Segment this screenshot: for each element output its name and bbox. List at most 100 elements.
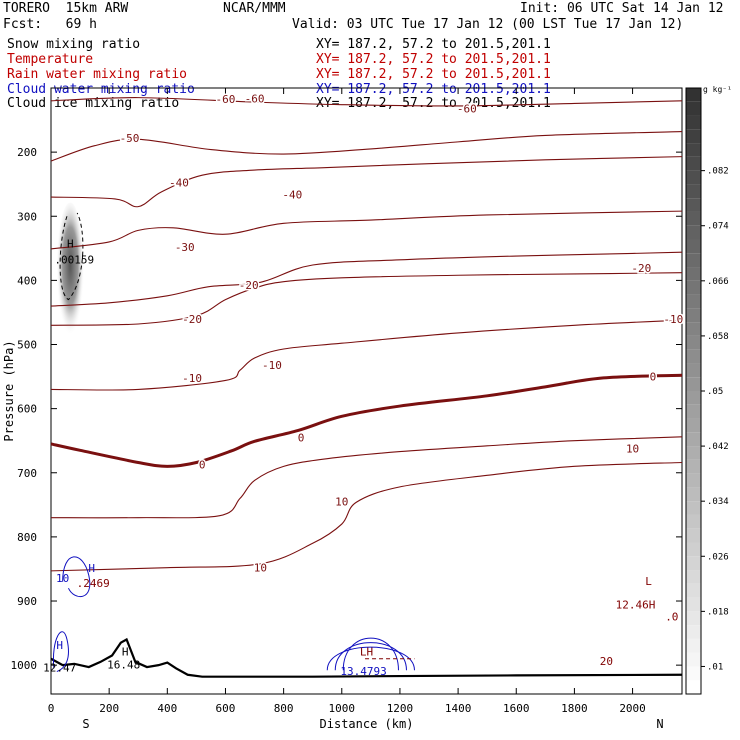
colorbar-band — [686, 335, 701, 350]
colorbar-band — [686, 583, 701, 598]
colorbar-tick-label: .05 — [707, 387, 723, 397]
colorbar-band — [686, 308, 701, 323]
endpoint-left: S — [82, 717, 89, 731]
terrain-line — [50, 637, 683, 678]
colorbar-band — [686, 101, 701, 116]
isotherm-line — [50, 210, 683, 250]
xy-temperature: XY= 187.2, 57.2 to 201.5,201.1 — [316, 52, 551, 67]
cloud-water-contour — [326, 646, 415, 671]
colorbar-band — [686, 597, 701, 612]
colorbar-band — [686, 418, 701, 433]
x-axis-title: Distance (km) — [320, 717, 414, 731]
colorbar-tick-label: .058 — [707, 332, 729, 342]
colorbar-band — [686, 143, 701, 157]
contour-annotation: 12.47 — [43, 662, 76, 675]
y-tick-label: 200 — [17, 146, 37, 159]
y-tick-label: 300 — [17, 210, 37, 223]
colorbar-band — [686, 349, 701, 364]
ice-max-value: .00159 — [54, 254, 94, 267]
valid-time: Valid: 03 UTC Tue 17 Jan 12 (00 LST Tue … — [292, 17, 684, 32]
colorbar-band — [686, 391, 701, 405]
cloud-water-contour — [62, 556, 91, 598]
isotherm-label: -60 — [245, 92, 265, 105]
colorbar-tick-label: .01 — [707, 662, 723, 672]
y-axis-title: Pressure (hPa) — [2, 340, 16, 441]
isotherm-line — [50, 272, 683, 326]
colorbar-band — [686, 253, 701, 268]
colorbar-tick-label: .018 — [707, 607, 729, 617]
contour-annotation: 13.4793 — [340, 665, 386, 678]
field-cloud-water: Cloud water mixing ratio — [7, 82, 195, 97]
colorbar-band — [686, 280, 701, 295]
colorbar-band — [686, 514, 701, 529]
cloud-water-contour — [52, 631, 69, 673]
y-tick-label: 800 — [17, 531, 37, 544]
colorbar-band — [686, 625, 701, 639]
ice-contour — [59, 212, 84, 301]
isotherm-label: -10 — [663, 313, 683, 326]
isotherm-line — [50, 436, 683, 519]
field-cloud-ice: Cloud ice mixing ratio — [7, 96, 180, 111]
y-tick-label: 600 — [17, 403, 37, 416]
forecast-hour: Fcst: 69 h — [3, 17, 97, 32]
colorbar-band — [686, 294, 701, 309]
colorbar-tick-label: .074 — [707, 222, 729, 232]
isotherm-label: -20 — [631, 262, 651, 275]
contour-annotation: H — [56, 639, 63, 652]
colorbar-band — [686, 239, 701, 254]
contour-annotation: .2469 — [77, 577, 110, 590]
colorbar-band — [686, 459, 701, 474]
contour-annotation: H — [88, 562, 95, 575]
colorbar-band — [686, 129, 701, 144]
colorbar-band — [686, 611, 701, 626]
isotherm-label: -40 — [169, 176, 189, 189]
contour-annotation: 12.46H — [616, 599, 656, 612]
org-label: NCAR/MMM — [223, 1, 286, 16]
colorbar-band — [686, 322, 701, 336]
contour-annotation: 20 — [600, 655, 613, 668]
isotherm-label: -20 — [239, 279, 259, 292]
isotherm-label: 0 — [650, 371, 657, 384]
xy-cloud-water: XY= 187.2, 57.2 to 201.5,201.1 — [316, 82, 551, 97]
x-tick-label: 1600 — [503, 702, 530, 715]
colorbar-tick-label: .082 — [707, 167, 729, 177]
y-tick-label: 1000 — [11, 659, 38, 672]
colorbar-band — [686, 156, 701, 171]
colorbar-band — [686, 570, 701, 584]
y-tick-label: 700 — [17, 467, 37, 480]
y-tick-label: 500 — [17, 339, 37, 352]
colorbar-unit: g kg⁻¹ — [703, 85, 732, 94]
x-tick-label: 600 — [216, 702, 236, 715]
endpoint-right: N — [656, 717, 663, 731]
isotherm-label: 10 — [335, 496, 348, 509]
colorbar-band — [686, 115, 701, 130]
ice-shading — [56, 202, 85, 343]
colorbar-band — [686, 267, 701, 281]
colorbar-band — [686, 198, 701, 212]
x-tick-label: 2000 — [619, 702, 646, 715]
colorbar-tick-label: .034 — [707, 497, 729, 507]
model-title: TORERO 15km ARW — [3, 1, 129, 16]
field-snow: Snow mixing ratio — [7, 37, 141, 52]
x-tick-label: 200 — [99, 702, 119, 715]
x-tick-label: 1800 — [561, 702, 588, 715]
x-tick-label: 1400 — [445, 702, 472, 715]
field-temperature: Temperature — [7, 52, 94, 67]
colorbar-band — [686, 542, 701, 557]
x-tick-label: 1000 — [329, 702, 356, 715]
colorbar-band — [686, 88, 701, 102]
colorbar-band — [686, 666, 701, 681]
isotherm-line — [50, 156, 683, 208]
y-tick-label: 900 — [17, 595, 37, 608]
colorbar-band — [686, 184, 701, 199]
colorbar-band — [686, 638, 701, 653]
isotherm-label: 0 — [298, 431, 305, 444]
isotherm-label: -40 — [282, 188, 302, 201]
x-tick-label: 800 — [274, 702, 294, 715]
isotherm-line — [50, 251, 683, 307]
colorbar-band — [686, 501, 701, 515]
colorbar-band — [686, 487, 701, 502]
isotherm-label: 10 — [254, 562, 267, 575]
xy-rain: XY= 187.2, 57.2 to 201.5,201.1 — [316, 67, 551, 82]
